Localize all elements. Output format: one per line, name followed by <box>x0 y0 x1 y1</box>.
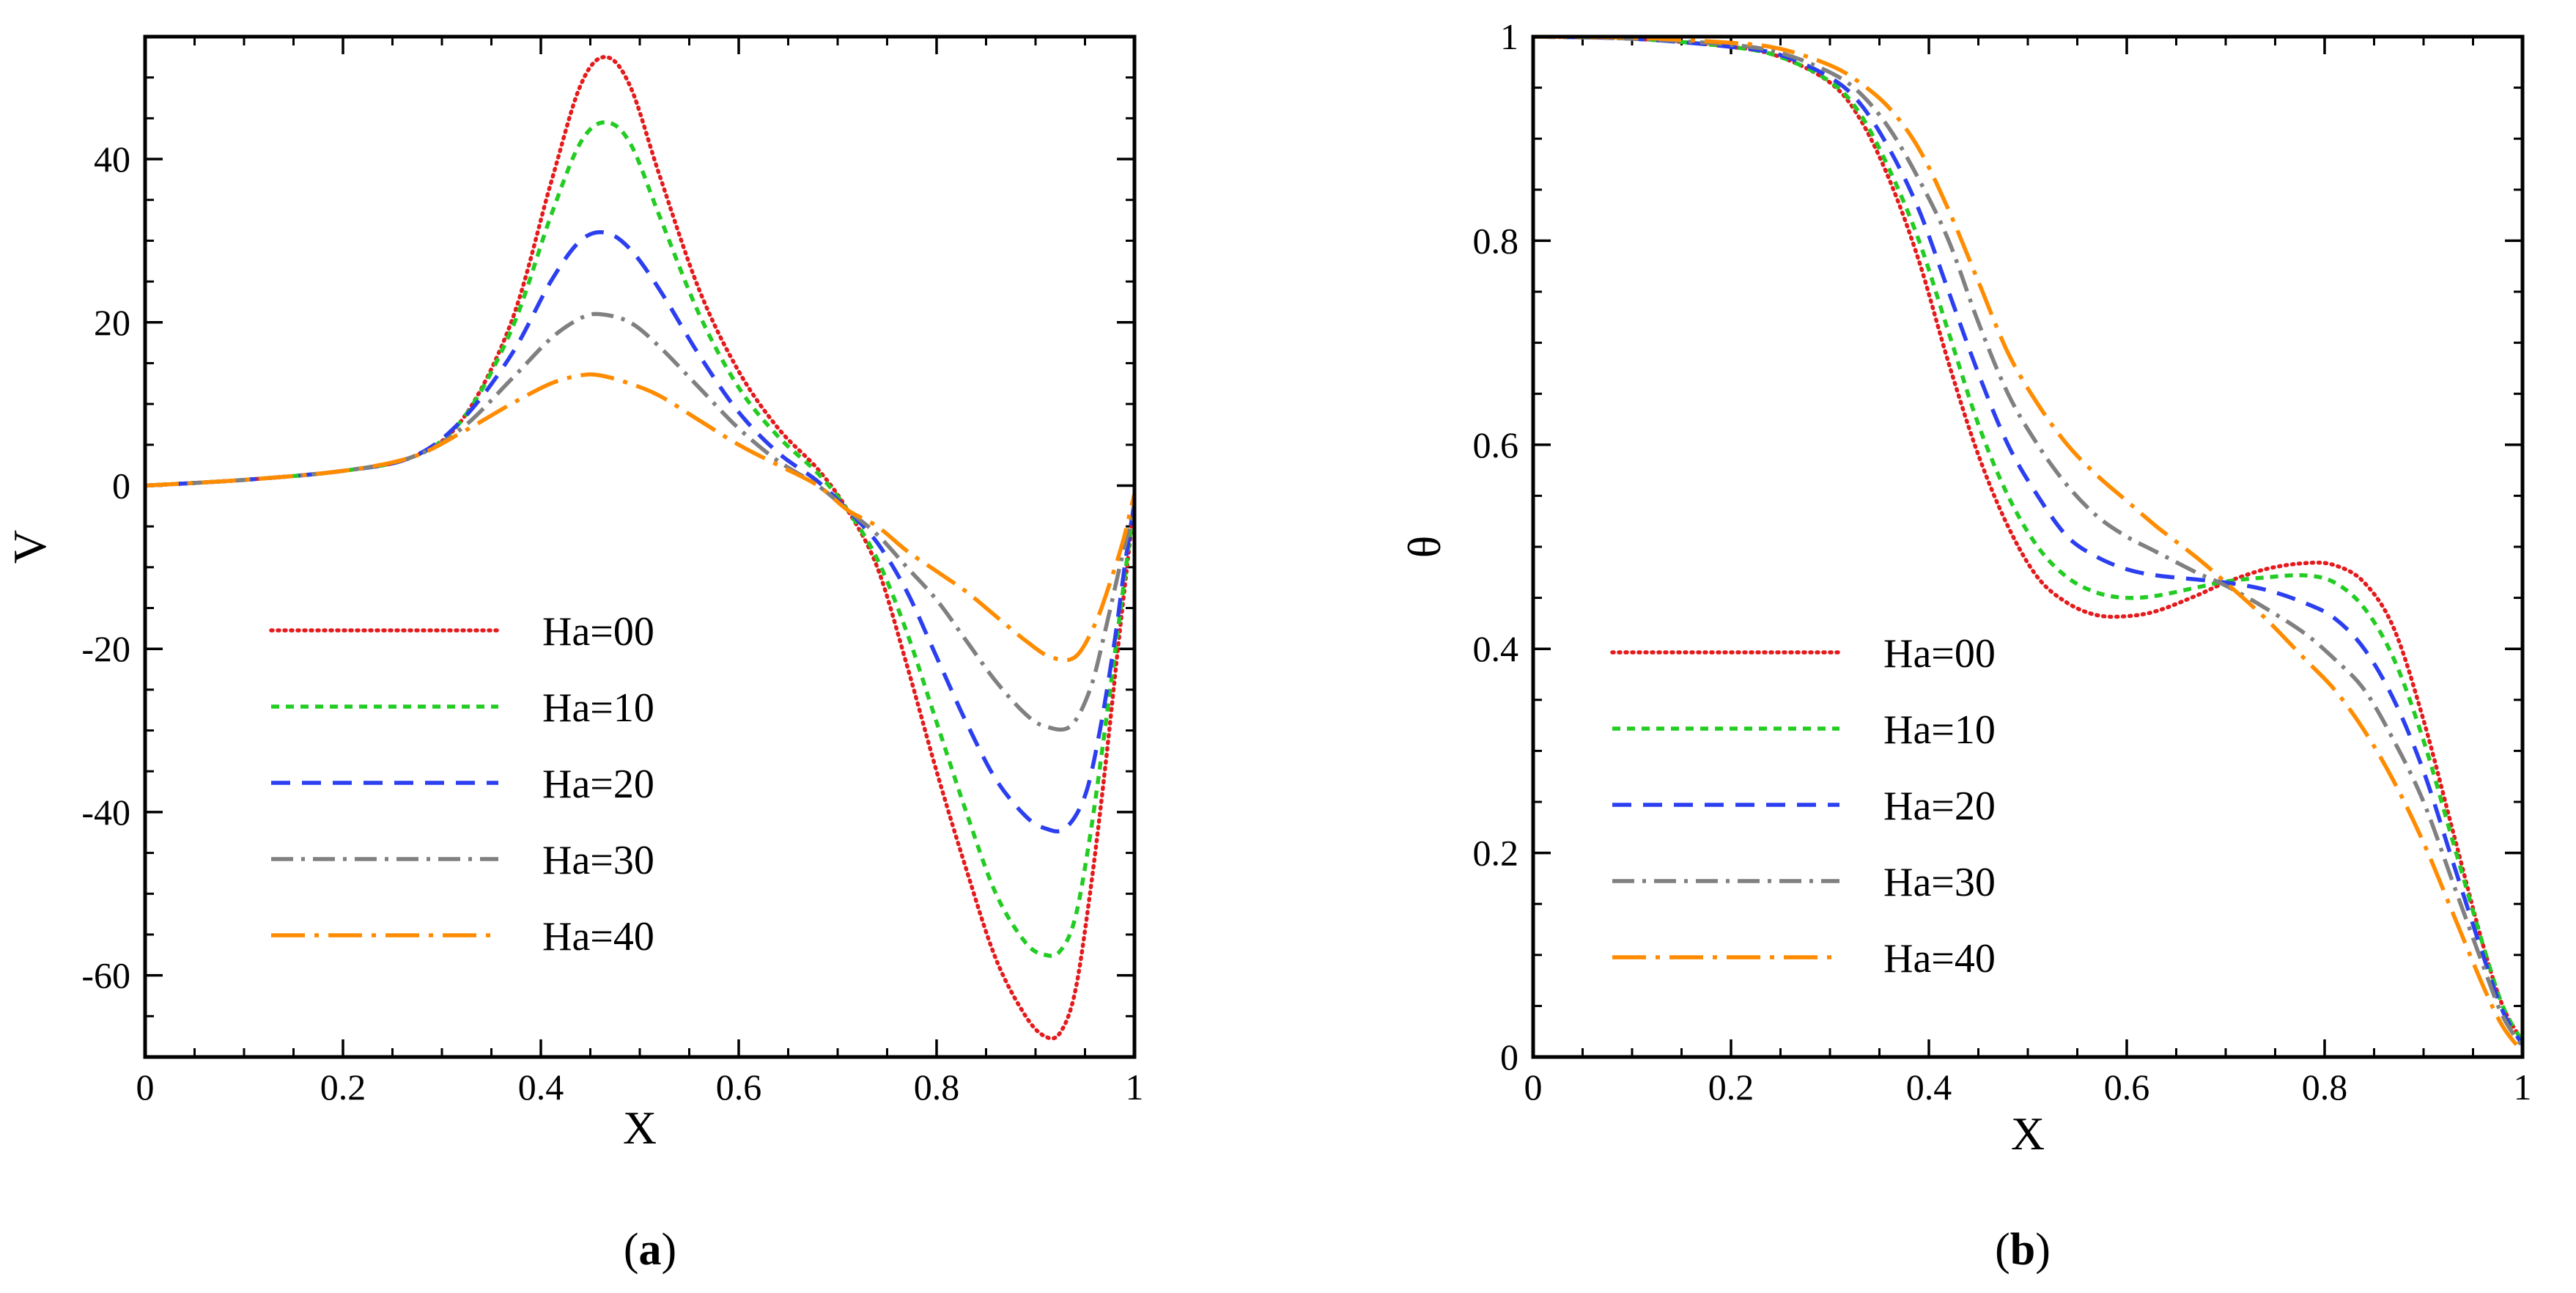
caption-b: (b) <box>1995 1225 2051 1275</box>
plot-frame <box>1531 34 2525 1059</box>
x-tick-label: 1 <box>2514 1067 2532 1108</box>
x-tick-label: 0.6 <box>716 1067 762 1108</box>
y-tick-label: 0 <box>1500 1036 1518 1078</box>
chart-panel-a: 0 0.2 0.4 0.6 0.8 1 -60 -40 -20 0 20 40 X V Ha=00 Ha=10… <box>4 34 1144 1154</box>
y-tick-label: 0.8 <box>1473 220 1519 261</box>
x-tick-label: 0.4 <box>1906 1067 1952 1108</box>
legend-label: Ha=40 <box>542 914 654 959</box>
legend-label: Ha=10 <box>542 685 654 731</box>
y-axis-title: V <box>4 530 56 564</box>
chart-panel-b: 0 0.2 0.4 0.6 0.8 1 0 0.2 0.4 0.6 0.8 1 Xθ Ha=00 Ha=10… <box>1398 16 2532 1160</box>
caption-a: (a) <box>624 1225 676 1275</box>
x-tick-label: 0.8 <box>914 1067 960 1108</box>
x-tick-label: 0.6 <box>2104 1067 2150 1108</box>
x-tick-label: 0.2 <box>320 1067 366 1108</box>
legend-label: Ha=30 <box>542 838 654 883</box>
y-tick-label: -60 <box>81 955 130 996</box>
legend-label: Ha=00 <box>542 609 654 655</box>
legend-label: Ha=30 <box>1883 860 1996 905</box>
caption-b-open: ( <box>1995 1225 2010 1275</box>
legend-label: Ha=10 <box>1883 707 1996 753</box>
y-tick-label: 0 <box>112 465 130 506</box>
series-line-ha-40 <box>145 372 1134 663</box>
caption-b-letter: b <box>2010 1225 2035 1275</box>
x-axis-title: X <box>2011 1108 2045 1160</box>
x-axis-title: X <box>623 1102 657 1154</box>
series-line-ha-20 <box>145 229 1134 833</box>
x-tick-label: 0 <box>1524 1067 1543 1108</box>
series-line-ha-00 <box>1533 37 2523 1044</box>
series-line-ha-40 <box>1533 37 2523 1053</box>
plot-frame <box>143 34 1137 1059</box>
series-line-ha-30 <box>1533 37 2523 1048</box>
y-tick-label: 20 <box>94 302 130 343</box>
series-line-ha-20 <box>1533 37 2523 1046</box>
series-line-ha-10 <box>145 120 1134 958</box>
caption-a-close: ) <box>662 1225 677 1275</box>
legend-label: Ha=00 <box>1883 631 1996 677</box>
caption-a-open: ( <box>624 1225 639 1275</box>
series-line-ha-10 <box>1533 37 2523 1043</box>
x-tick-label: 0 <box>136 1067 155 1108</box>
caption-b-close: ) <box>2035 1225 2051 1275</box>
x-tick-label: 0.4 <box>518 1067 564 1108</box>
legend-label: Ha=20 <box>1883 784 1996 829</box>
y-tick-label: 0.2 <box>1473 833 1519 874</box>
y-axis-title: θ <box>1398 536 1450 559</box>
legend-label: Ha=20 <box>542 762 654 807</box>
x-tick-label: 1 <box>1126 1067 1144 1108</box>
x-tick-label: 0.2 <box>1708 1067 1754 1108</box>
y-tick-label: 0.6 <box>1473 424 1519 465</box>
caption-a-letter: a <box>639 1225 662 1275</box>
legend-label: Ha=40 <box>1883 936 1996 981</box>
y-tick-label: 1 <box>1500 16 1518 57</box>
y-tick-label: 0.4 <box>1473 628 1519 669</box>
x-tick-label: 0.8 <box>2302 1067 2348 1108</box>
y-tick-label: -40 <box>81 792 130 833</box>
series-line-ha-00 <box>145 55 1134 1041</box>
y-tick-label: -20 <box>81 628 130 669</box>
series-line-ha-30 <box>145 312 1134 732</box>
y-tick-label: 40 <box>94 139 130 180</box>
